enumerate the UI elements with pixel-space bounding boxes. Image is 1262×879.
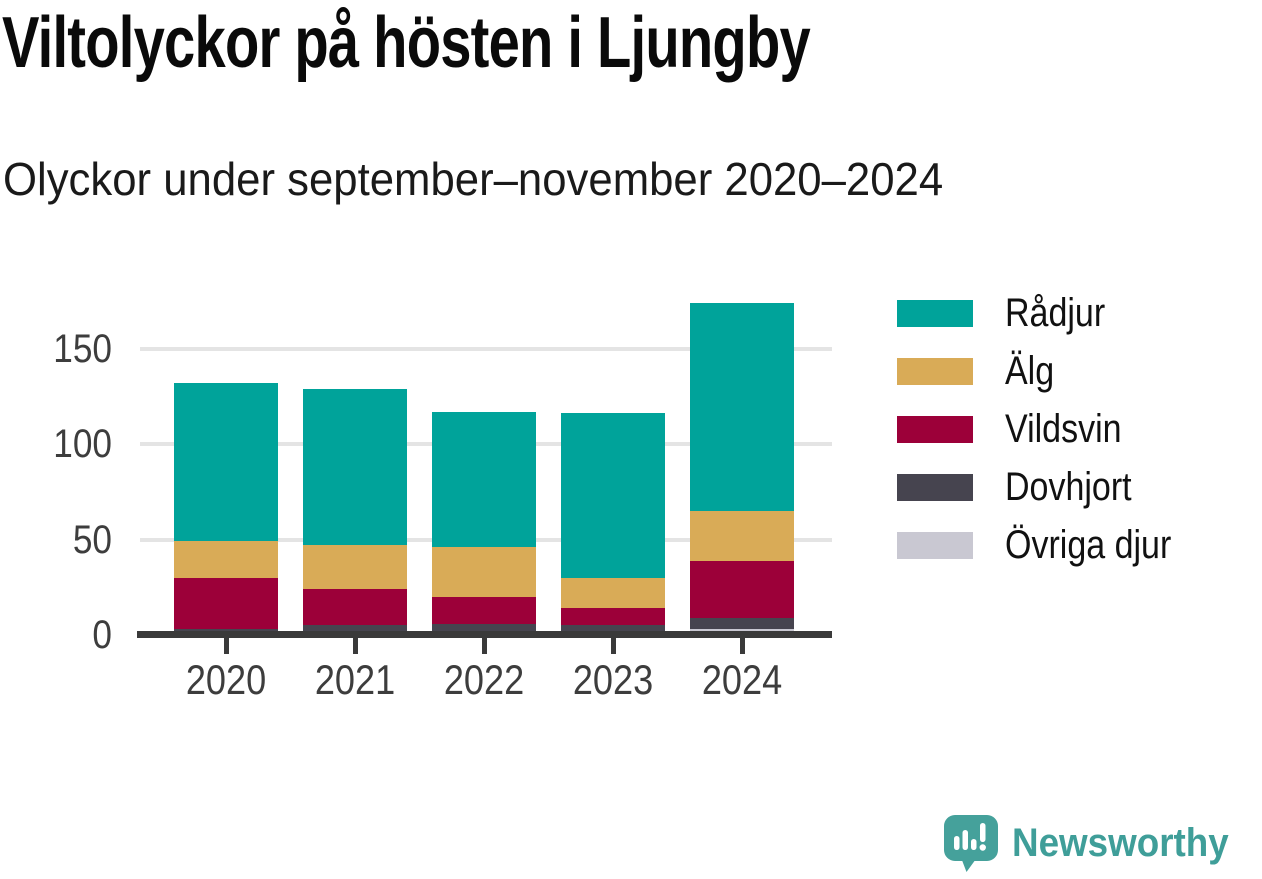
legend-swatch-dovhjort [897,473,973,501]
x-axis-tick-label-2020: 2020 [185,656,267,703]
bar-segment-2022-Älg [432,547,536,597]
gridline-150 [140,346,832,351]
bar-segment-2022-Dovhjort [432,623,536,635]
legend-label: Dovhjort [1005,464,1132,509]
bar-segment-2022-Rådjur [432,411,536,548]
x-axis-tick-2023 [611,638,616,654]
legend-swatch-ovriga-djur [897,531,973,559]
bar-segment-2023-Älg [561,577,665,609]
bar-segment-2021-Vildsvin [303,589,407,626]
brand-footer: Newsworthy [944,815,1248,872]
legend-item: Rådjur [897,291,1123,335]
x-axis-tick-label-2022: 2022 [443,656,525,703]
bar-segment-2023-Rådjur [561,413,665,578]
legend-swatch-vildsvin [897,415,973,443]
legend-item: Vildsvin [897,407,1142,451]
bar-segment-2024-Dovhjort [690,617,794,630]
legend-swatch-alg [897,357,973,385]
bar-segment-2023-Dovhjort [561,625,665,635]
x-axis-tick-2020 [224,638,229,654]
x-axis-tick-2022 [482,638,487,654]
bar-segment-2024-Vildsvin [690,560,794,618]
x-axis-tick-label-2021: 2021 [314,656,396,703]
x-axis-tick-label-2023: 2023 [572,656,654,703]
bar-segment-2021-Älg [303,545,407,590]
chart-subtitle: Olyckor under september–november 2020–20… [3,153,944,205]
brand-name: Newsworthy [1012,821,1229,865]
bar-segment-2024-Rådjur [690,302,794,511]
bar-segment-2023-Vildsvin [561,608,665,626]
legend-item: Övriga djur [897,523,1201,567]
bar-segment-2020-Älg [174,541,278,578]
legend-label: Vildsvin [1005,406,1122,451]
bar-segment-2020-Rådjur [174,382,278,542]
x-axis-tick-2024 [740,638,745,654]
y-axis-tick-label-50: 50 [72,517,112,562]
chart-title: Viltolyckor på hösten i Ljungby [2,3,811,83]
bar-segment-2021-Rådjur [303,388,407,546]
legend-item: Dovhjort [897,465,1154,509]
legend-swatch-radjur [897,299,973,327]
legend-label: Älg [1005,348,1055,393]
legend-item: Älg [897,349,1063,393]
y-axis-tick-label-0: 0 [92,613,112,657]
x-axis-tick-2021 [353,638,358,654]
legend-label: Rådjur [1005,290,1106,335]
y-axis-tick-label-100: 100 [53,422,112,466]
x-axis-tick-label-2024: 2024 [701,656,783,703]
bar-segment-2022-Vildsvin [432,596,536,624]
newsworthy-logo-icon [944,815,998,872]
legend-label: Övriga djur [1005,522,1172,567]
bar-segment-2021-Dovhjort [303,625,407,635]
x-axis-line [137,631,832,638]
bar-segment-2024-Älg [690,510,794,561]
y-axis-tick-label-150: 150 [53,326,112,371]
bar-segment-2020-Vildsvin [174,577,278,630]
